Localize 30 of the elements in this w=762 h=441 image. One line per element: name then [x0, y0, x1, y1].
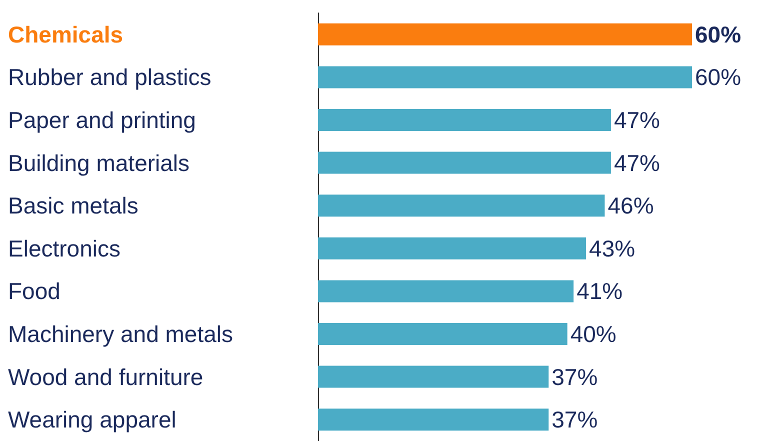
y-tick-label: Machinery and metals [8, 321, 233, 347]
bar [318, 194, 605, 217]
bar [318, 366, 549, 388]
data-label: 47% [614, 150, 660, 176]
y-tick-label: Building materials [8, 150, 190, 176]
data-label: 40% [570, 321, 616, 347]
bar [318, 280, 574, 302]
data-label: 47% [614, 107, 660, 133]
bar [318, 152, 611, 174]
bar [318, 109, 611, 131]
y-tick-label: Paper and printing [8, 107, 196, 133]
data-label: 60% [695, 21, 742, 48]
data-label: 37% [552, 364, 598, 390]
data-label: 37% [552, 406, 598, 433]
bar [318, 237, 586, 260]
y-tick-label: Electronics [8, 235, 120, 262]
data-label: 41% [576, 278, 623, 304]
y-tick-label: Rubber and plastics [8, 64, 212, 90]
y-tick-label: Wood and furniture [8, 364, 204, 390]
bar [318, 66, 692, 88]
y-tick-label: Food [8, 278, 60, 304]
data-label: 46% [608, 192, 654, 219]
y-tick-label: Wearing apparel [8, 406, 176, 433]
data-label: 43% [589, 235, 636, 262]
bar [318, 323, 568, 345]
data-label: 60% [695, 64, 742, 90]
y-tick-label: Chemicals [8, 21, 124, 48]
bar [318, 23, 692, 46]
y-tick-label: Basic metals [8, 192, 138, 219]
bar [318, 408, 549, 431]
